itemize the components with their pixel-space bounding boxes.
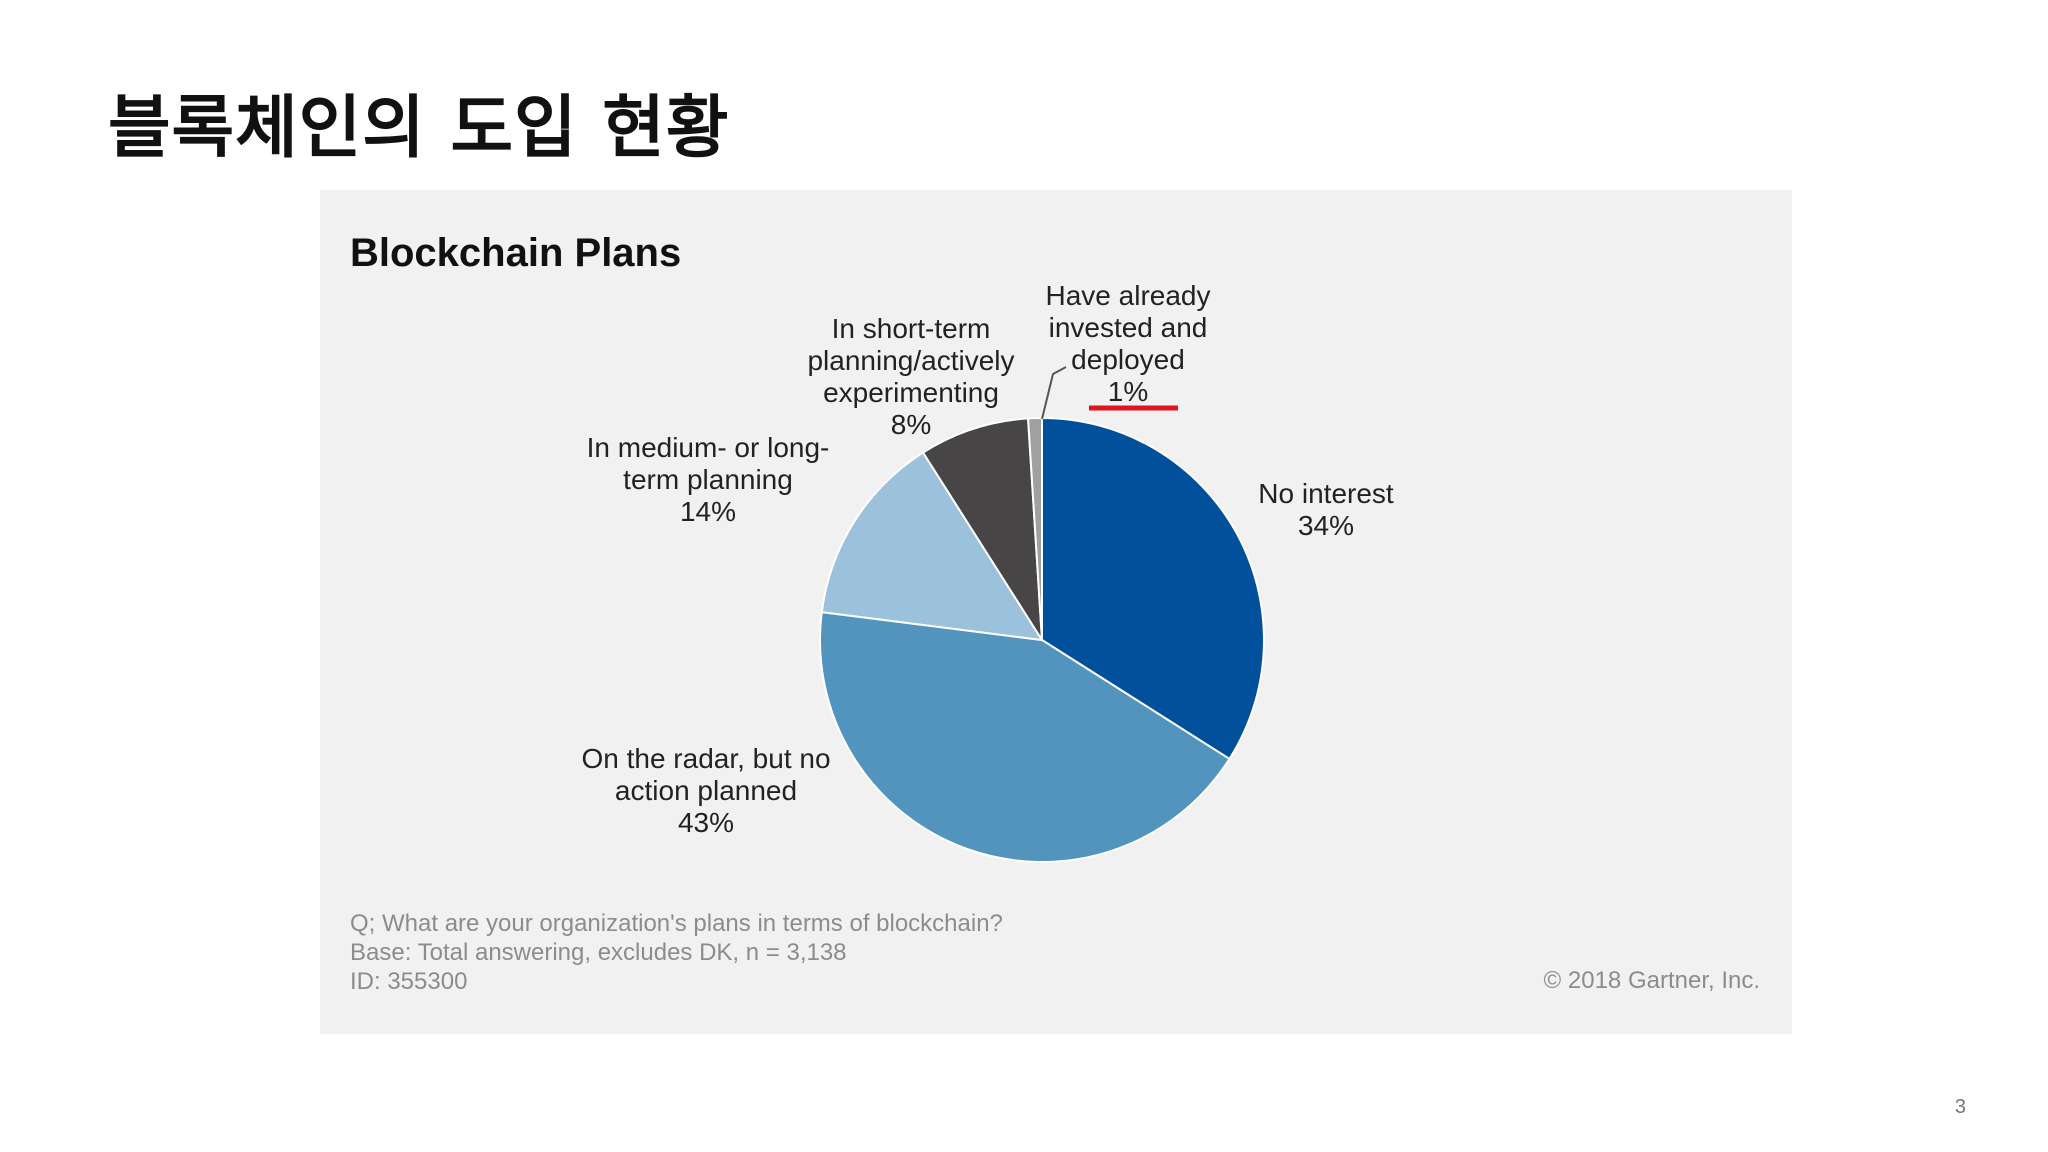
slice-label-line: action planned: [615, 775, 797, 806]
slice-label-line: deployed: [1071, 344, 1185, 375]
slice-label-line: No interest: [1258, 478, 1394, 509]
slice-labels: No interest 34% On the radar, but no action…: [581, 280, 1393, 838]
blockchain-plans-chart: Blockchain Plans No interest 34% On the ra…: [320, 190, 1792, 1034]
slice-label-short-term-planning: In short-term planning/actively experiment…: [807, 313, 1014, 440]
slice-label-line: planning/actively: [807, 345, 1014, 376]
slice-label-medium-long-term-planning: In medium- or long-term planning 14%: [587, 432, 830, 527]
slice-label-no-interest: No interest 34%: [1258, 478, 1394, 541]
chart-footnotes: Q; What are your organization's plans in…: [350, 910, 1003, 995]
slice-value-no-interest: 34%: [1298, 510, 1354, 541]
slice-value-on-the-radar: 43%: [678, 807, 734, 838]
slice-label-line: invested and: [1049, 312, 1208, 343]
chart-title: Blockchain Plans: [350, 231, 681, 275]
slice-label-line: experimenting: [823, 377, 999, 408]
footnote-line: Base: Total answering, excludes DK, n = …: [350, 939, 847, 966]
slice-label-line: term planning: [623, 464, 793, 495]
footnote-line: ID: 355300: [350, 968, 467, 995]
slice-value-already-deployed: 1%: [1108, 376, 1148, 407]
slice-label-on-the-radar: On the radar, but no action planned 43%: [581, 743, 830, 838]
pie-chart-svg: Blockchain Plans No interest 34% On the ra…: [350, 231, 1760, 995]
pie-slices: [819, 416, 1265, 863]
slice-label-line: On the radar, but no: [581, 743, 830, 774]
deployed-leader-line: [1041, 366, 1067, 420]
pie-slice-no-interest: [1041, 416, 1265, 761]
pie-slice-short-term-planning: [921, 417, 1043, 641]
slice-label-already-deployed: Have already invested and deployed 1%: [1046, 280, 1211, 407]
pie-slice-medium-long-term-planning: [820, 451, 1044, 642]
slice-label-line: Have already: [1046, 280, 1211, 311]
slice-label-line: In medium- or long-: [587, 432, 830, 463]
slice-label-line: In short-term: [832, 313, 991, 344]
copyright-text: © 2018 Gartner, Inc.: [1544, 967, 1760, 994]
pie-slice-on-the-radar: [819, 611, 1231, 863]
footnote-line: Q; What are your organization's plans in…: [350, 910, 1003, 937]
page-number: 3: [1954, 1096, 1966, 1118]
slice-value-medium-long-term-planning: 14%: [680, 496, 736, 527]
slice-value-short-term-planning: 8%: [891, 409, 931, 440]
slide-title: 블록체인의 도입 현황: [108, 89, 730, 168]
